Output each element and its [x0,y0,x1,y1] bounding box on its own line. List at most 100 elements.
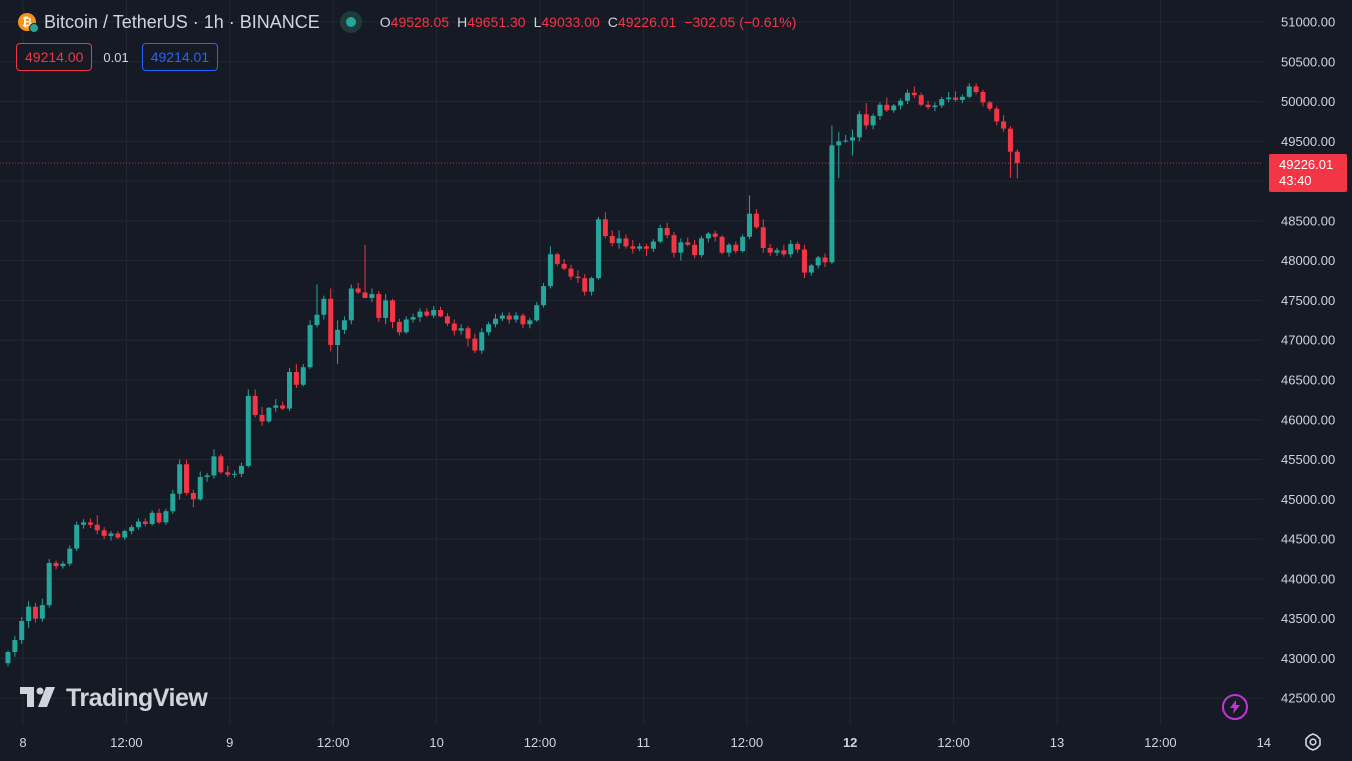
candle [685,237,691,247]
candle-body [101,530,107,536]
candle-body [87,522,93,525]
spread-value: 0.01 [103,49,129,65]
candle [582,274,588,296]
candle-body [74,524,80,549]
candle-body [657,228,663,242]
candle-body [609,235,615,244]
candle-body [664,228,670,236]
flash-icon[interactable] [1222,694,1248,720]
candle [369,288,375,303]
candle [479,328,485,354]
time-axis[interactable]: 8 12:00 9 12:00 10 12:00 11 12:00 12 12:00 13 12:00… [19,735,1271,750]
candle-body [760,227,766,248]
candle [657,224,663,244]
candle-body [94,524,100,531]
candle [602,212,608,239]
candle [184,459,190,496]
candle [26,601,32,629]
candle [197,471,203,501]
candle [135,518,141,530]
candle [458,324,464,335]
candle [438,306,444,318]
time-tick-label: 13 [1050,735,1064,750]
candle [973,83,979,95]
price-tick-label: 48500.00 [1281,213,1335,228]
open-value: 49528.05 [390,14,450,30]
candle [719,235,725,255]
candle [273,399,279,412]
candle [19,617,25,645]
candle-body [671,235,677,253]
candle-body [788,243,794,255]
candle-body [335,329,341,345]
candle-body [994,108,1000,122]
candle-body [108,533,114,536]
candle-body [856,114,862,138]
tether-badge-icon [29,23,39,33]
candle [81,519,87,529]
candle-body [60,563,66,567]
market-status-indicator[interactable] [339,11,362,33]
tradingview-logo[interactable]: TradingView [20,684,208,712]
candle [547,246,553,289]
bitcoin-icon: ₿ [18,13,39,33]
candle-body [959,96,965,100]
candle [712,230,718,242]
price-tick-label: 50000.00 [1281,94,1335,109]
candle-body [946,97,952,100]
candle-body [287,372,293,409]
candle [850,129,856,156]
candle-body [1014,151,1020,164]
candle-body [870,115,876,126]
candle-body [39,605,45,619]
candle [939,96,945,108]
candle-body [328,298,334,345]
candle-body [197,477,203,500]
candle [541,282,547,308]
candle [589,276,595,296]
candle-body [740,236,746,252]
time-tick-label: 12:00 [524,735,557,750]
candle-body [801,249,807,273]
candle-body [438,309,444,317]
candle [12,636,18,657]
candle-body [719,236,725,253]
price-tick-label: 49500.00 [1281,134,1335,149]
candle [616,230,622,249]
candle-body [541,286,547,306]
time-tick-label: 14 [1257,735,1271,750]
symbol-title[interactable]: Bitcoin / TetherUS · 1h · BINANCE [44,11,320,32]
candle [396,318,402,336]
chart-settings-button[interactable] [1300,729,1326,755]
candle [177,459,183,500]
candle-body [602,219,608,236]
candle [451,319,457,336]
price-tick-label: 43500.00 [1281,611,1335,626]
candle [321,295,327,320]
candle-body [129,527,135,532]
price-axis[interactable]: 42500.00 43000.00 43500.00 44000.00 44500.00… [1281,15,1335,706]
high-value: 49651.30 [467,14,526,30]
candle [232,470,238,478]
candle [506,312,512,324]
candle [966,83,972,99]
candle-body [568,268,574,277]
candle-body [362,292,368,299]
sell-button[interactable]: 49214.00 [16,43,93,71]
price-tick-label: 43000.00 [1281,651,1335,666]
close-value: 49226.01 [617,14,677,30]
candle [623,234,629,249]
candle-body [527,320,533,325]
candle [32,602,38,623]
candle [486,321,492,336]
candle-body [444,316,450,324]
candle-body [142,521,148,524]
candle [767,243,773,256]
candle-body [293,372,299,385]
time-tick-label: 11 [637,735,651,750]
candle-body [190,492,196,500]
buy-button[interactable]: 49214.01 [141,43,219,71]
candle-body [431,309,437,316]
candle-body [877,104,883,116]
